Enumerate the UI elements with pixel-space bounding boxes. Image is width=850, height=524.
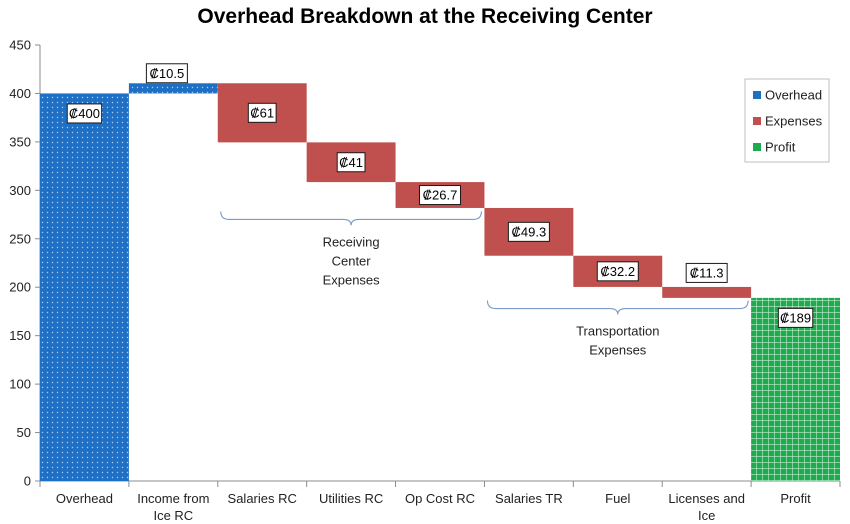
data-label-box [777, 307, 814, 328]
data-label: ₡11.3 [690, 266, 724, 281]
annotation-text: Expenses [323, 272, 381, 287]
y-tick-label: 50 [17, 425, 31, 440]
y-tick-label: 200 [9, 280, 31, 295]
data-label-box [507, 221, 550, 242]
axes: 0 50 100 150 200 250 300 350 400 450 Overhead Incom… [9, 38, 841, 523]
y-tick-label: 0 [24, 474, 31, 489]
legend-swatch [753, 143, 761, 151]
bars [40, 83, 840, 481]
x-tick-label: Salaries TR [495, 491, 563, 506]
annotations: Receiving Center Expenses Transportation Exp… [220, 211, 749, 358]
x-tick-label: Fuel [605, 491, 630, 506]
annotation-text: Center [332, 253, 372, 268]
legend-label: Expenses [765, 114, 823, 129]
x-tick-label: Ice RC [153, 508, 193, 523]
x-tick-label: Licenses and [668, 491, 745, 506]
y-tick-label: 250 [9, 231, 31, 246]
x-tick-label: Utilities RC [319, 491, 383, 506]
data-label: ₡61 [250, 105, 274, 120]
data-label: ₡400 [69, 106, 100, 121]
data-label: ₡41 [339, 155, 363, 170]
y-tick-label: 400 [9, 86, 31, 101]
y-tick-label: 100 [9, 377, 31, 392]
data-label: ₡49.3 [512, 224, 547, 239]
data-label-box [247, 102, 277, 123]
bar-profit [751, 297, 840, 481]
bracket [486, 300, 749, 315]
data-label-box [596, 261, 639, 282]
x-tick-label: Profit [780, 491, 811, 506]
data-label-box [145, 63, 188, 84]
bar-overhead [40, 93, 129, 481]
data-label: ₡32.2 [600, 264, 635, 279]
data-label-box [685, 262, 728, 283]
y-tick-label: 300 [9, 183, 31, 198]
legend-swatch [753, 117, 761, 125]
x-tick-label: Op Cost RC [405, 491, 475, 506]
data-label-box [419, 185, 461, 206]
legend-label: Profit [765, 140, 796, 155]
data-label: ₡10.5 [150, 66, 185, 81]
x-tick-label: Income from [137, 491, 209, 506]
x-tick-label: Overhead [56, 491, 113, 506]
data-label-box [336, 152, 366, 173]
legend: Overhead Expenses Profit [744, 78, 830, 163]
annotation-text: Transportation [576, 324, 659, 339]
data-label: ₡26.7 [423, 188, 458, 203]
x-tick-label: Salaries RC [228, 491, 297, 506]
bracket [220, 211, 482, 226]
data-label-box [66, 103, 103, 124]
data-labels: ₡400 ₡10.5 ₡61 ₡41 ₡26.7 ₡49.3 ₡32.2 ₡11.3 ₡189 [66, 63, 814, 328]
bar-income-from-ice-rc [128, 83, 218, 94]
legend-swatch [753, 91, 761, 99]
x-tick-label: Ice [698, 508, 715, 523]
annotation-text: Expenses [589, 343, 647, 358]
legend-label: Overhead [765, 88, 822, 103]
annotation-text: Receiving [323, 234, 380, 249]
data-label: ₡189 [780, 310, 811, 325]
y-tick-label: 350 [9, 134, 31, 149]
y-tick-label: 450 [9, 38, 31, 53]
y-tick-label: 150 [9, 328, 31, 343]
chart-title: Overhead Breakdown at the Receiving Cent… [197, 5, 652, 28]
bar-licenses-and-ice [662, 286, 752, 298]
